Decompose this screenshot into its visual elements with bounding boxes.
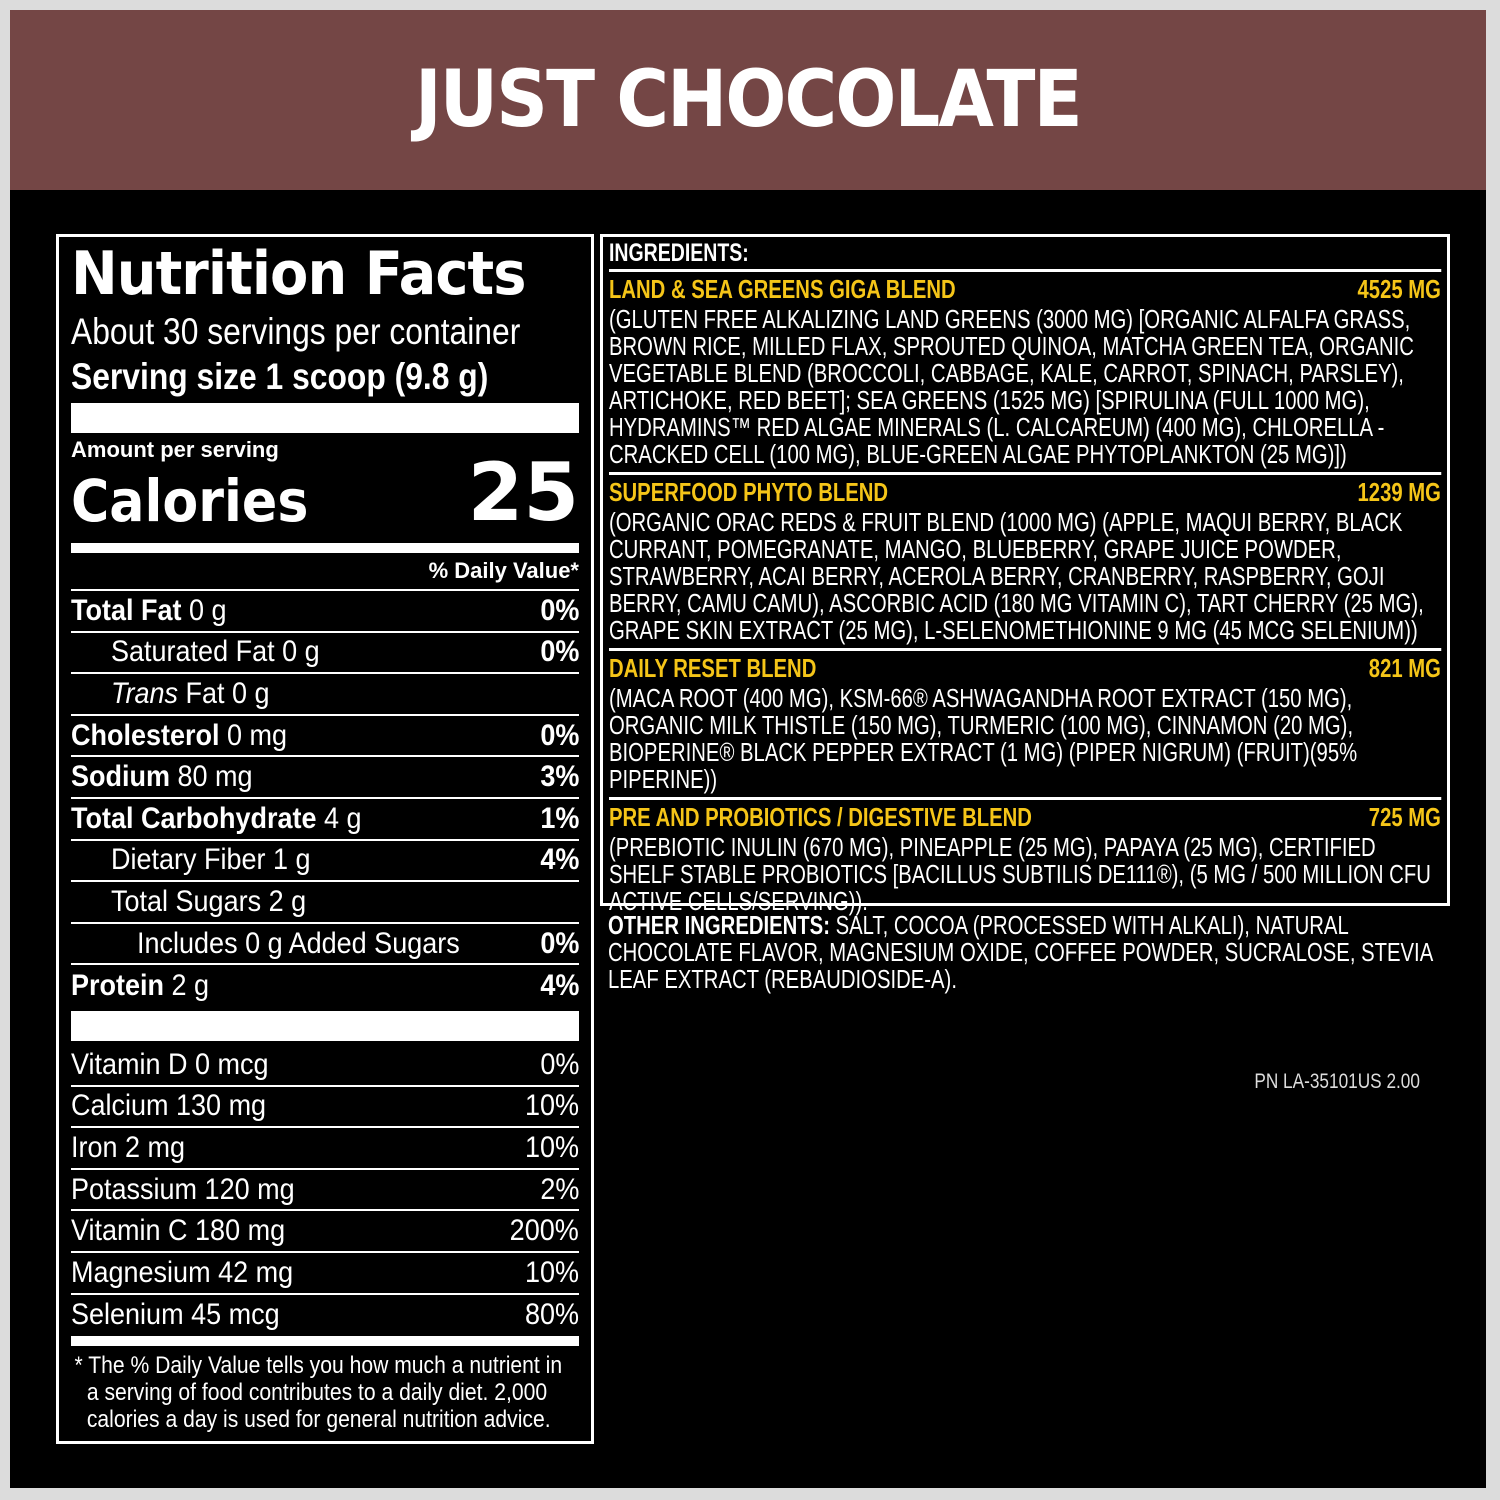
blend-text: (PREBIOTIC INULIN (670 MG), PINEAPPLE (2… bbox=[609, 832, 1431, 916]
blend-amount: 821 MG bbox=[1368, 653, 1441, 683]
blend-text: (MACA ROOT (400 MG), KSM-66® ASHWAGANDHA… bbox=[609, 683, 1358, 794]
divider bbox=[71, 1010, 579, 1041]
other-ingredients-text: SALT, COCOA (PROCESSED WITH ALKALI), NAT… bbox=[608, 910, 1433, 994]
header-banner: JUST CHOCOLATE bbox=[10, 10, 1486, 190]
blend-section: PRE AND PROBIOTICS / DIGESTIVE BLEND 725 … bbox=[609, 800, 1441, 919]
label-panel: JUST CHOCOLATE Nutrition Facts About 30 … bbox=[10, 10, 1486, 1488]
ingredients-heading: INGREDIENTS: bbox=[609, 237, 1441, 272]
product-title: JUST CHOCOLATE bbox=[415, 55, 1083, 145]
nutrient-row: Protein 2 g 4% bbox=[71, 969, 579, 1003]
vitamin-row: Vitamin D 0 mcg 0% bbox=[71, 1045, 579, 1087]
nutrition-heading: Nutrition Facts bbox=[71, 239, 526, 309]
vitamin-row: Calcium 130 mg 10% bbox=[71, 1087, 579, 1129]
daily-value-header: % Daily Value* bbox=[71, 553, 579, 591]
vitamin-row: Selenium 45 mcg 80% bbox=[71, 1298, 579, 1332]
blend-amount: 725 MG bbox=[1368, 802, 1441, 832]
ingredients-panel: INGREDIENTS: LAND & SEA GREENS GIGA BLEN… bbox=[600, 234, 1450, 915]
nutrient-row: Cholesterol 0 mg 0% bbox=[71, 716, 579, 758]
vitamin-row: Iron 2 mg 10% bbox=[71, 1128, 579, 1170]
blend-name: SUPERFOOD PHYTO BLEND bbox=[609, 477, 889, 507]
daily-value-footnote: * The % Daily Value tells you how much a… bbox=[74, 1352, 563, 1434]
servings-per-container: About 30 servings per container bbox=[71, 311, 521, 352]
nutrient-row: Total Carbohydrate 4 g 1% bbox=[71, 799, 579, 841]
other-ingredients: OTHER INGREDIENTS: SALT, COCOA (PROCESSE… bbox=[608, 912, 1448, 993]
nutrient-row: Includes 0 g Added Sugars 0% bbox=[71, 924, 579, 966]
blend-section: LAND & SEA GREENS GIGA BLEND 4525 MG (GLU… bbox=[609, 272, 1441, 475]
nutrient-row: Total Fat 0 g 0% bbox=[71, 591, 579, 633]
vitamin-row: Vitamin C 180 mg 200% bbox=[71, 1211, 579, 1253]
vitamin-row: Magnesium 42 mg 10% bbox=[71, 1253, 579, 1295]
nutrient-row: Total Sugars 2 g bbox=[71, 882, 579, 924]
vitamin-row: Potassium 120 mg 2% bbox=[71, 1170, 579, 1212]
blend-amount: 1239 MG bbox=[1357, 477, 1441, 507]
nutrient-row: Dietary Fiber 1 g 4% bbox=[71, 841, 579, 883]
blend-section: SUPERFOOD PHYTO BLEND 1239 MG (ORGANIC OR… bbox=[609, 475, 1441, 651]
calories-value: 25 bbox=[467, 446, 579, 539]
divider bbox=[71, 1336, 579, 1347]
nutrient-row: Trans Fat 0 g bbox=[71, 674, 579, 716]
other-ingredients-label: OTHER INGREDIENTS: bbox=[608, 910, 830, 940]
divider bbox=[71, 543, 579, 553]
blend-amount: 4525 MG bbox=[1357, 274, 1441, 304]
calories-row: Calories 25 bbox=[71, 453, 579, 535]
nutrient-row: Saturated Fat 0 g 0% bbox=[71, 633, 579, 675]
nutrient-row: Sodium 80 mg 3% bbox=[71, 757, 579, 799]
blend-text: (ORGANIC ORAC REDS & FRUIT BLEND (1000 M… bbox=[609, 507, 1424, 645]
blend-name: LAND & SEA GREENS GIGA BLEND bbox=[609, 274, 956, 304]
blend-name: DAILY RESET BLEND bbox=[609, 653, 817, 683]
divider bbox=[71, 403, 579, 433]
blend-section: DAILY RESET BLEND 821 MG (MACA ROOT (400 … bbox=[609, 651, 1441, 800]
blend-text: (GLUTEN FREE ALKALIZING LAND GREENS (300… bbox=[609, 304, 1414, 469]
part-number: PN LA-35101US 2.00 bbox=[1254, 1070, 1420, 1093]
amount-per-serving: Amount per serving bbox=[71, 437, 279, 462]
blend-name: PRE AND PROBIOTICS / DIGESTIVE BLEND bbox=[609, 802, 1032, 832]
nutrition-facts-panel: Nutrition Facts About 30 servings per co… bbox=[56, 234, 594, 1444]
serving-size: Serving size 1 scoop (9.8 g) bbox=[71, 356, 489, 397]
calories-label: Calories bbox=[71, 467, 309, 535]
